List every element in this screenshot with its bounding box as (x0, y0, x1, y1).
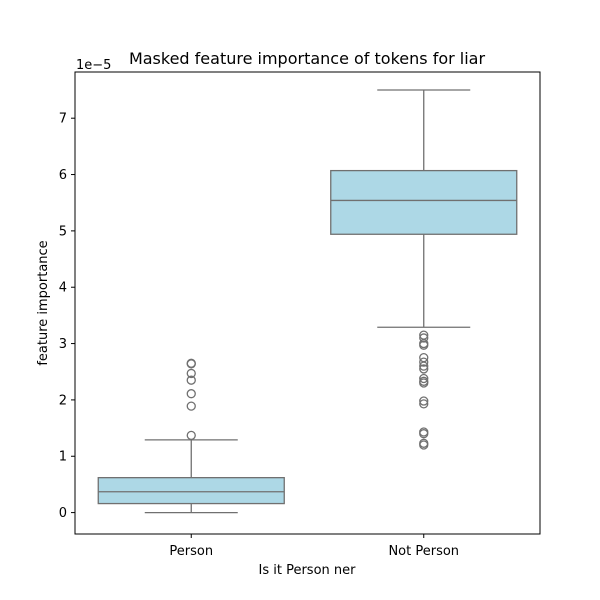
y-tick-label: 4 (59, 281, 67, 296)
y-tick-label: 3 (59, 337, 67, 352)
x-tick-label: Person (169, 544, 213, 559)
outlier-point (419, 333, 429, 343)
outlier-point (186, 368, 196, 379)
outlier-point (419, 361, 429, 371)
outlier-point (419, 399, 429, 409)
y-offset-label: 1e−5 (76, 58, 111, 73)
outlier-point (419, 429, 429, 439)
outlier-point (419, 396, 429, 406)
outlier-point (186, 358, 196, 368)
outlier-point (419, 440, 429, 450)
plot-frame (74, 71, 541, 535)
chart-title: Masked feature importance of tokens for … (129, 49, 486, 68)
outlier-point (419, 378, 429, 388)
outlier-point (419, 373, 429, 384)
y-tick-label: 7 (59, 112, 67, 127)
box-person (97, 477, 285, 505)
y-axis-label: feature importance (36, 240, 51, 365)
box-not-person (330, 169, 518, 235)
y-tick-label: 1 (59, 450, 67, 465)
outlier-point (419, 357, 429, 367)
plot-area: 0 1 2 3 4 5 6 7 Person Not Person (59, 89, 518, 559)
x-axis-label: Is it Person ner (259, 563, 357, 578)
y-tick-label: 2 (59, 393, 67, 408)
outlier-point (186, 375, 196, 385)
outlier-point (419, 340, 429, 350)
y-tick-label: 5 (59, 224, 67, 239)
y-tick-label: 0 (59, 506, 67, 521)
outlier-point (186, 401, 196, 411)
x-tick-label: Not Person (388, 544, 459, 559)
outlier-point (186, 430, 196, 441)
y-tick-label: 6 (59, 168, 67, 183)
outlier-point (186, 389, 196, 399)
outlier-point (419, 364, 429, 374)
